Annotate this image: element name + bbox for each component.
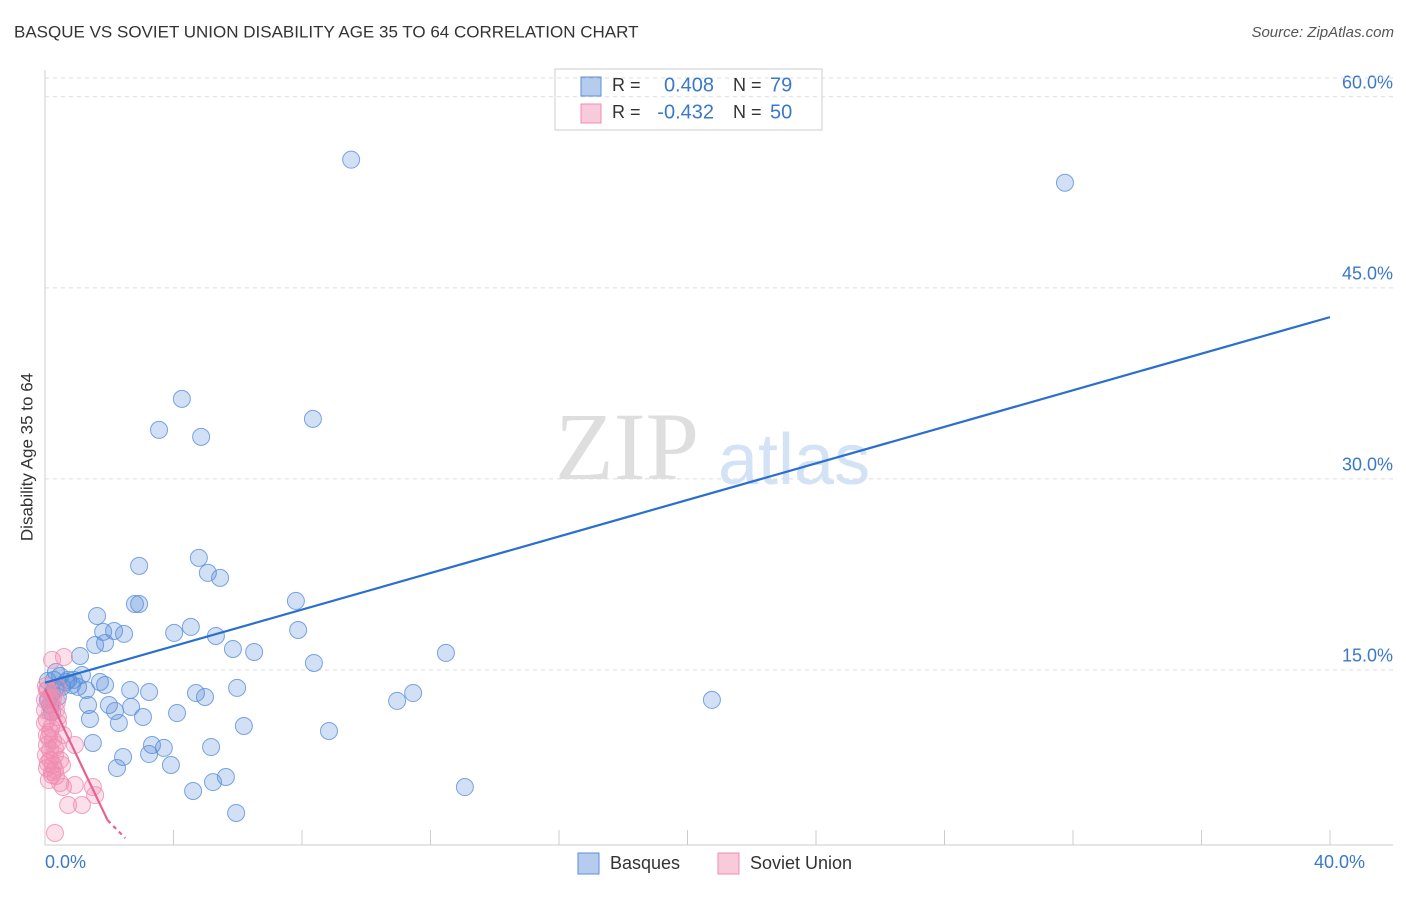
watermark: atlas <box>718 420 870 500</box>
point <box>90 672 109 691</box>
point <box>133 707 152 726</box>
legend-box <box>554 68 823 131</box>
point <box>79 696 98 715</box>
point <box>39 728 58 747</box>
legend-value: 50 <box>770 101 792 123</box>
watermark: ZIP <box>555 393 699 500</box>
y-tick-label: 30.0% <box>1342 455 1393 475</box>
point <box>65 776 84 795</box>
point <box>45 824 64 843</box>
point <box>43 766 62 785</box>
trend-line-extension <box>106 819 127 839</box>
point <box>202 738 221 757</box>
point <box>172 389 191 408</box>
point <box>140 683 159 702</box>
point <box>186 684 205 703</box>
point <box>319 721 338 740</box>
point <box>404 684 423 703</box>
legend-label: N = <box>733 102 762 122</box>
point <box>130 594 149 613</box>
y-tick-label: 45.0% <box>1342 264 1393 284</box>
y-tick-label: 15.0% <box>1342 646 1393 666</box>
legend-label: N = <box>733 75 762 95</box>
point <box>54 647 73 666</box>
x-tick-label: 40.0% <box>1314 852 1365 872</box>
point <box>71 646 90 665</box>
point <box>96 633 115 652</box>
point <box>150 420 169 439</box>
point <box>228 678 247 697</box>
point <box>198 563 217 582</box>
point <box>45 738 64 757</box>
point <box>286 591 305 610</box>
point <box>204 773 223 792</box>
point <box>168 704 187 723</box>
y-axis-label: Disability Age 35 to 64 <box>17 373 36 541</box>
point <box>109 713 128 732</box>
point <box>1055 173 1074 192</box>
point <box>36 713 54 732</box>
point <box>140 745 159 764</box>
point <box>192 427 211 446</box>
point <box>43 650 62 669</box>
point <box>161 756 180 775</box>
point <box>304 653 323 672</box>
point <box>121 680 140 699</box>
point <box>227 804 246 823</box>
point <box>189 548 208 567</box>
y-tick-label: 60.0% <box>1342 73 1393 93</box>
legend-value: 79 <box>770 74 792 96</box>
point <box>107 759 126 778</box>
trend-line <box>44 316 1331 684</box>
legend-entry: Soviet Union <box>750 853 852 873</box>
legend-value: 0.408 <box>664 74 714 96</box>
point <box>72 796 91 815</box>
point <box>388 691 407 710</box>
point <box>122 697 141 716</box>
point <box>245 643 264 662</box>
legend-entry: Basques <box>610 853 680 873</box>
legend-value: -0.432 <box>657 101 714 123</box>
legend-label: R = <box>612 102 641 122</box>
point <box>211 568 230 587</box>
point <box>115 624 134 643</box>
point <box>303 409 322 428</box>
trend-line <box>44 688 109 821</box>
point <box>83 733 102 752</box>
point <box>455 778 474 797</box>
point <box>195 687 214 706</box>
point <box>342 150 361 169</box>
point <box>59 796 78 815</box>
point <box>77 680 96 699</box>
point <box>125 594 144 613</box>
point <box>702 690 721 709</box>
point <box>105 621 124 640</box>
point <box>80 710 99 729</box>
legend-swatch <box>577 852 600 875</box>
point <box>38 753 57 772</box>
point <box>96 676 115 695</box>
point <box>181 617 200 636</box>
legend-swatch <box>717 852 740 875</box>
x-tick-label: 0.0% <box>45 852 86 872</box>
legend-swatch <box>580 76 602 97</box>
point <box>53 778 72 797</box>
point <box>165 623 184 642</box>
legend-swatch <box>580 103 602 124</box>
point <box>184 781 203 800</box>
point <box>234 717 253 736</box>
point <box>436 643 455 662</box>
legend-label: R = <box>612 75 641 95</box>
point <box>114 747 133 766</box>
point <box>223 639 242 658</box>
point <box>289 620 308 639</box>
point <box>88 606 107 625</box>
point <box>130 556 149 575</box>
source: Source: ZipAtlas.com <box>1251 24 1394 41</box>
chart-title: BASQUE VS SOVIET UNION DISABILITY AGE 35… <box>14 22 638 41</box>
